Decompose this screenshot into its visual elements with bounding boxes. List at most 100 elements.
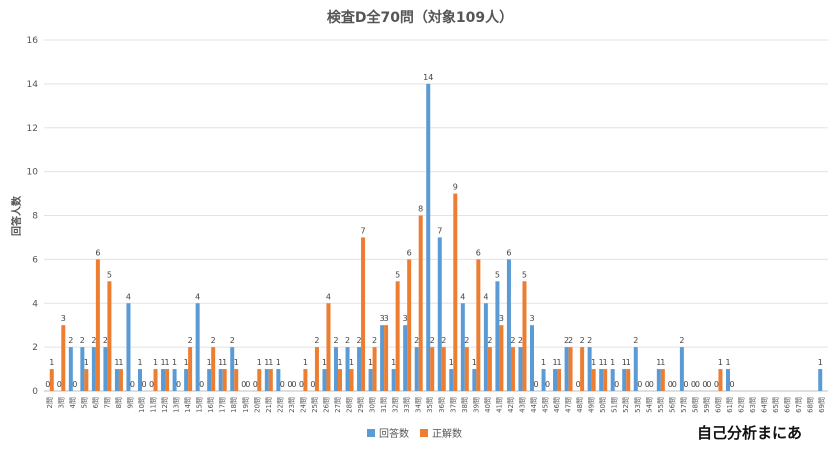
data-label: 2 — [103, 336, 108, 345]
x-tick-label: 60問 — [714, 397, 722, 413]
data-label: 0 — [299, 380, 304, 389]
bar — [114, 369, 119, 391]
data-label: 0 — [683, 380, 688, 389]
y-tick-label: 4 — [32, 299, 38, 309]
bar — [656, 369, 661, 391]
data-label: 0 — [149, 380, 154, 389]
x-tick-label: 17問 — [219, 397, 227, 413]
bar — [372, 347, 377, 391]
chart-title: 検査D全70問（対象109人） — [327, 9, 513, 26]
data-label: 1 — [276, 358, 281, 367]
data-label: 0 — [545, 380, 550, 389]
bar — [322, 369, 327, 391]
data-label: 2 — [372, 336, 377, 345]
bar — [622, 369, 627, 391]
data-label: 2 — [633, 336, 638, 345]
x-tick-label: 57問 — [680, 397, 688, 413]
x-tick-label: 65問 — [772, 397, 780, 413]
bar — [626, 369, 631, 391]
x-tick-label: 46問 — [553, 397, 561, 413]
bar — [361, 237, 366, 391]
data-label: 1 — [137, 358, 142, 367]
data-label: 0 — [253, 380, 258, 389]
data-label: 6 — [407, 248, 412, 257]
x-tick-label: 66問 — [784, 397, 792, 413]
bar — [338, 369, 342, 391]
data-label: 1 — [303, 358, 308, 367]
bar — [487, 347, 492, 391]
data-label: 0 — [649, 380, 654, 389]
data-label: 1 — [257, 358, 262, 367]
data-label: 1 — [165, 358, 170, 367]
x-tick-label: 6問 — [92, 397, 100, 408]
x-tick-label: 56問 — [668, 397, 676, 413]
gridlines — [44, 39, 828, 392]
data-label: 6 — [476, 248, 481, 257]
y-tick-label: 2 — [32, 343, 38, 353]
bar — [95, 259, 100, 391]
data-label: 1 — [264, 358, 269, 367]
x-tick-label: 9問 — [126, 397, 134, 408]
x-tick-label: 29問 — [357, 397, 365, 413]
bar — [460, 303, 465, 391]
bar — [418, 215, 423, 391]
bar — [68, 347, 73, 391]
data-label: 0 — [637, 380, 642, 389]
bar — [380, 325, 385, 391]
data-label: 0 — [310, 380, 315, 389]
data-label: 0 — [72, 380, 77, 389]
data-label: 1 — [322, 358, 327, 367]
bar — [107, 281, 112, 391]
x-tick-label: 59問 — [703, 397, 711, 413]
data-label: 14 — [423, 73, 433, 82]
x-axis-ticks: 2問 3問 4問 5問 6問 7問 8問 9問 10問 11問 12問 13問 14問 15問 16問 17問… — [46, 397, 826, 413]
data-label: 9 — [453, 183, 458, 192]
bar — [818, 369, 823, 391]
data-label: 0 — [57, 380, 62, 389]
bar — [49, 369, 54, 391]
bar — [345, 347, 350, 391]
bar — [234, 369, 239, 391]
x-tick-label: 48問 — [576, 397, 584, 413]
data-label: 1 — [184, 358, 189, 367]
x-tick-label: 23問 — [288, 397, 296, 413]
x-tick-label: 41問 — [495, 397, 503, 413]
x-tick-label: 11問 — [150, 397, 158, 413]
data-label: 3 — [61, 314, 66, 323]
x-tick-label: 53問 — [634, 397, 642, 413]
data-label: 2 — [68, 336, 73, 345]
legend-label-answers: 回答数 — [379, 427, 409, 440]
bar — [660, 369, 665, 391]
x-tick-label: 26問 — [322, 397, 330, 413]
data-label: 3 — [380, 314, 385, 323]
x-tick-label: 14問 — [184, 397, 192, 413]
data-label: 0 — [702, 380, 707, 389]
data-label: 2 — [188, 336, 193, 345]
bar — [391, 369, 396, 391]
bar — [80, 347, 85, 391]
data-label: 2 — [510, 336, 515, 345]
data-label: 4 — [326, 292, 331, 301]
data-label: 0 — [241, 380, 246, 389]
data-label: 1 — [207, 358, 212, 367]
legend-swatch-correct — [420, 429, 428, 437]
x-tick-label: 35問 — [426, 397, 434, 413]
data-label: 0 — [199, 380, 204, 389]
data-label: 1 — [557, 358, 562, 367]
data-label: 1 — [337, 358, 342, 367]
bar — [506, 259, 511, 391]
x-tick-label: 7問 — [103, 397, 111, 408]
data-label: 1 — [472, 358, 477, 367]
data-label: 0 — [714, 380, 719, 389]
x-tick-label: 34問 — [415, 397, 423, 413]
bar — [118, 369, 123, 391]
y-tick-label: 8 — [32, 212, 38, 222]
x-tick-label: 4問 — [69, 397, 77, 408]
bar — [587, 347, 592, 391]
data-label: 0 — [141, 380, 146, 389]
x-tick-label: 19問 — [242, 397, 250, 413]
x-tick-label: 10問 — [138, 397, 146, 413]
bar — [161, 369, 166, 391]
x-tick-label: 25問 — [311, 397, 319, 413]
